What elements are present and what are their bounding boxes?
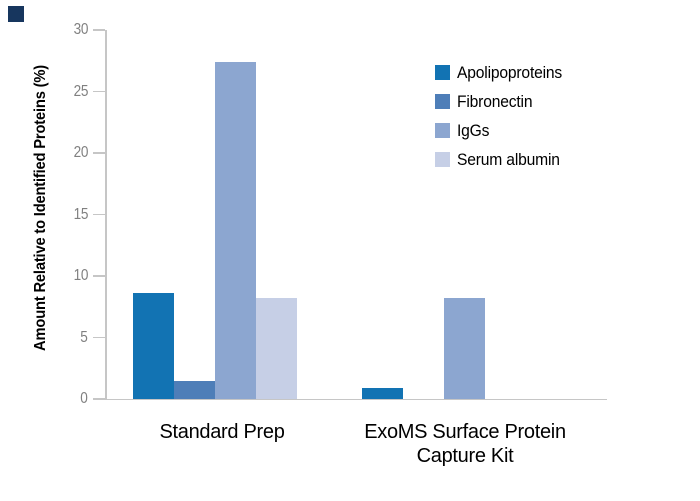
y-tick-mark-5	[93, 336, 105, 339]
bar-iggs-group2	[444, 298, 485, 399]
legend-swatch-serum-albumin	[435, 152, 450, 167]
y-tick-mark-25	[93, 90, 105, 93]
bar-apolipoproteins-group1	[133, 293, 174, 399]
category-label-2-line2: Capture Kit	[416, 445, 514, 467]
legend-label-serum-albumin: Serum albumin	[457, 150, 560, 169]
bar-apolipoproteins-group2	[362, 387, 403, 399]
y-axis-line	[105, 30, 107, 399]
legend-label-fibronectin: Fibronectin	[457, 92, 533, 111]
x-axis-line	[105, 398, 607, 400]
bar-fibronectin-group1	[174, 380, 215, 399]
legend-swatch-iggs	[435, 123, 450, 138]
y-tick-label-0: 0	[80, 390, 89, 407]
legend-label-iggs: IgGs	[457, 121, 490, 140]
y-tick-label-10: 10	[73, 267, 88, 284]
legend-label-apolipoproteins: Apolipoproteins	[457, 63, 563, 82]
category-label-1: Standard Prep	[72, 420, 372, 444]
y-tick-label-20: 20	[73, 144, 88, 161]
bar-iggs-group1	[215, 61, 256, 399]
y-tick-mark-0	[93, 398, 105, 400]
y-tick-label-30: 30	[73, 21, 88, 38]
brand-corner-mark	[8, 6, 24, 22]
y-tick-label-15: 15	[73, 205, 88, 223]
legend-swatch-apolipoproteins	[435, 65, 450, 80]
y-tick-mark-30	[93, 29, 105, 31]
y-tick-mark-10	[93, 275, 105, 277]
y-tick-label-25: 25	[73, 82, 88, 100]
category-label-2-line1: ExoMS Surface Protein	[364, 421, 566, 443]
bar-serum-albumin-group1	[256, 298, 297, 399]
category-label-1-line1: Standard Prep	[159, 421, 285, 443]
y-tick-label-5: 5	[80, 328, 89, 346]
category-label-2: ExoMS Surface Protein Capture Kit	[315, 420, 615, 468]
legend-swatch-fibronectin	[435, 94, 450, 109]
y-axis-title: Amount Relative to Identified Proteins (…	[32, 65, 49, 351]
y-tick-mark-20	[93, 152, 105, 154]
y-tick-mark-15	[93, 213, 105, 216]
